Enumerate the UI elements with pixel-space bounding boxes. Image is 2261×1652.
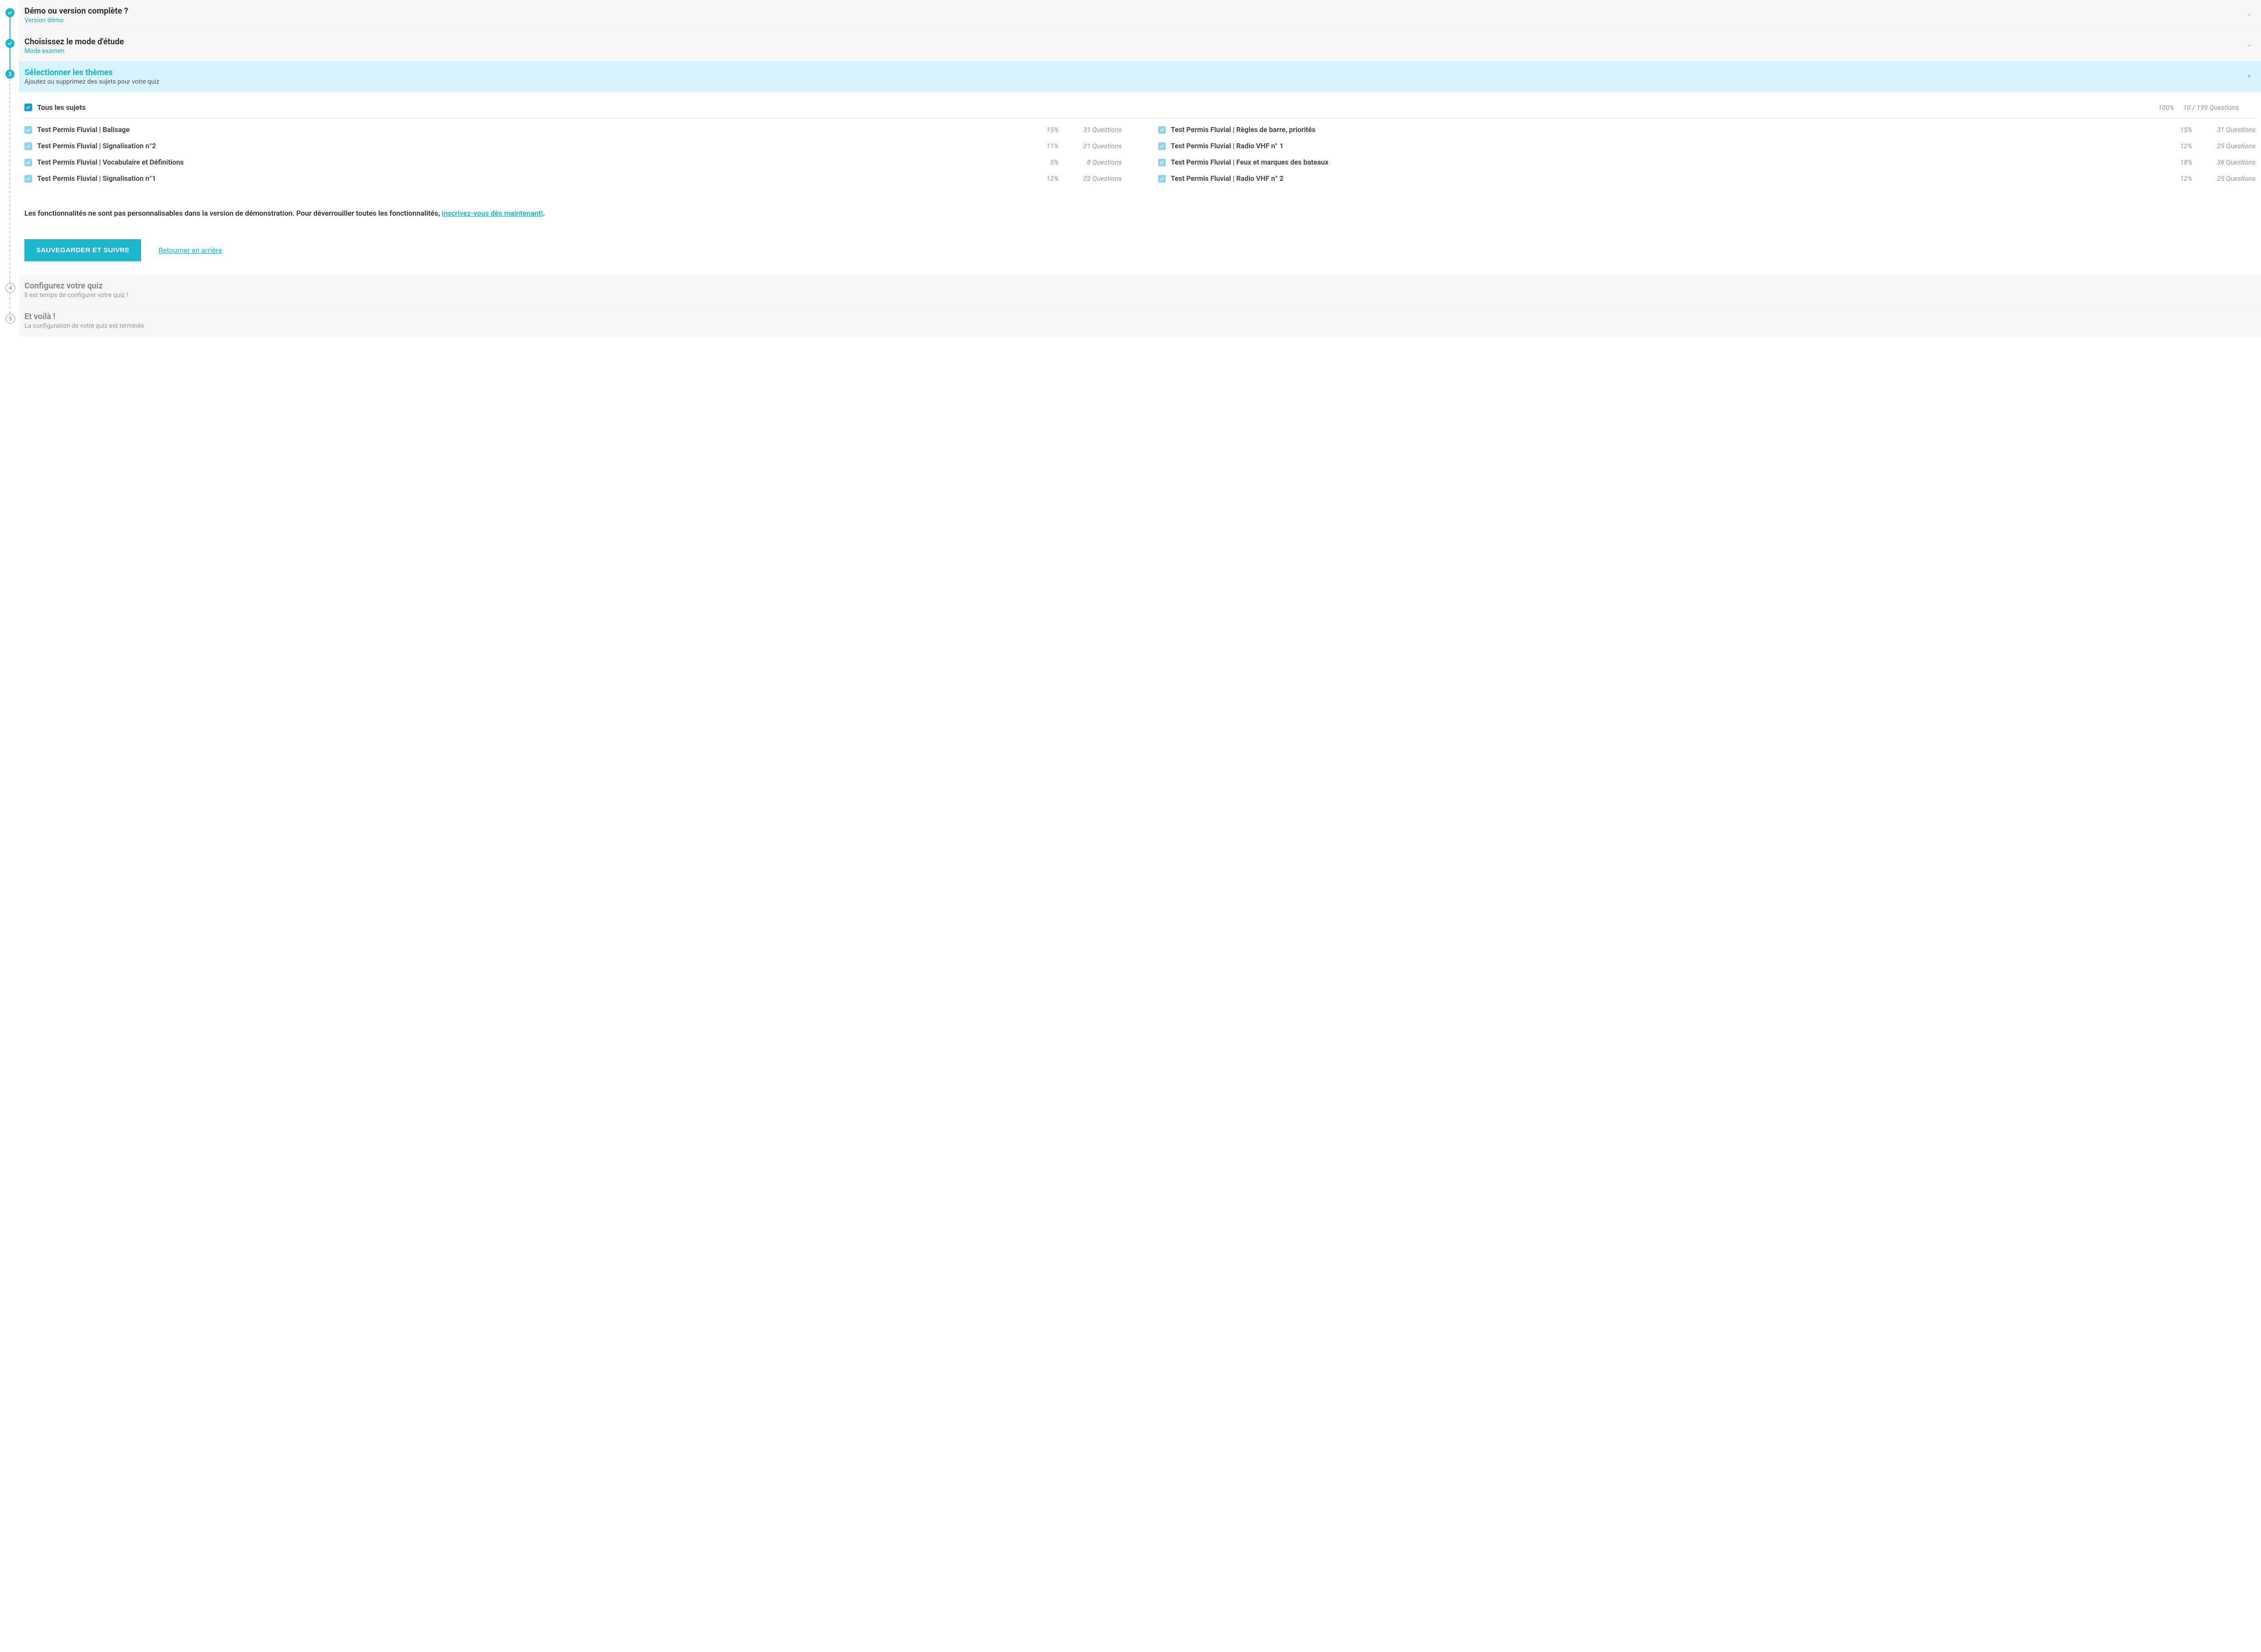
subject-count: 25 Questions	[2201, 175, 2256, 183]
step-2-header[interactable]: Choisissez le mode d'étude Mode examen	[19, 31, 2261, 61]
subject-pct: 15%	[1036, 126, 1068, 134]
step-2-subtitle: Mode examen	[24, 47, 2247, 55]
subject-pct: 11%	[1036, 142, 1068, 150]
step-4-header[interactable]: Configurez votre quiz Il est temps de co…	[19, 275, 2261, 306]
step-5: 5 Et voilà ! La configuration de votre q…	[19, 306, 2261, 336]
subject-checkbox[interactable]	[1158, 175, 1166, 183]
chevron-right-icon	[2247, 73, 2252, 80]
step-3-actions: SAUVEGARDER ET SUIVRE Retourner en arriè…	[24, 239, 2256, 261]
subject-checkbox[interactable]	[24, 159, 32, 166]
chevron-down-icon	[2247, 42, 2252, 49]
check-icon	[1159, 144, 1164, 149]
notice-suffix: .	[543, 209, 545, 217]
subject-label: Test Permis Fluvial | Vocabulaire et Déf…	[37, 158, 1036, 166]
subject-label: Test Permis Fluvial | Radio VHF n° 2	[1171, 175, 2170, 183]
save-button[interactable]: SAUVEGARDER ET SUIVRE	[24, 239, 141, 261]
step-4-title: Configurez votre quiz	[24, 281, 2247, 291]
step-1-subtitle: Version démo	[24, 17, 2247, 24]
all-subjects-row: Tous les sujets 100% 10 / 199 Questions	[24, 103, 2256, 118]
back-link[interactable]: Retourner en arrière	[158, 246, 222, 255]
subject-label: Test Permis Fluvial | Signalisation n°2	[37, 142, 1036, 150]
check-icon	[1159, 160, 1164, 165]
check-icon	[1159, 176, 1164, 181]
subject-count: 21 Questions	[1068, 142, 1122, 150]
step-1-header[interactable]: Démo ou version complète ? Version démo	[19, 0, 2261, 31]
step-3-marker: 3	[5, 70, 14, 79]
subject-row: Test Permis Fluvial | Vocabulaire et Déf…	[24, 158, 1122, 166]
subject-checkbox[interactable]	[24, 175, 32, 183]
subject-row: Test Permis Fluvial | Balisage15%31 Ques…	[24, 126, 1122, 134]
subject-row: Test Permis Fluvial | Radio VHF n° 212%2…	[1158, 175, 2256, 183]
subject-row: Test Permis Fluvial | Radio VHF n° 112%2…	[1158, 142, 2256, 150]
check-icon	[26, 144, 31, 149]
step-5-subtitle: La configuration de votre quiz est termi…	[24, 322, 2247, 330]
step-4: 4 Configurez votre quiz Il est temps de …	[19, 275, 2261, 306]
subject-pct: 5%	[1036, 158, 1068, 166]
subject-count: 8 Questions	[1068, 158, 1122, 166]
notice-prefix: Les fonctionnalités ne sont pas personna…	[24, 209, 442, 217]
step-1: Démo ou version complète ? Version démo	[19, 0, 2261, 31]
step-1-title: Démo ou version complète ?	[24, 6, 2247, 16]
subject-row: Test Permis Fluvial | Signalisation n°11…	[24, 175, 1122, 183]
step-2-marker	[5, 39, 14, 48]
check-icon	[1159, 127, 1164, 132]
subject-label: Test Permis Fluvial | Radio VHF n° 1	[1171, 142, 2170, 150]
subject-checkbox[interactable]	[1158, 142, 1166, 150]
step-4-number: 4	[9, 285, 12, 291]
step-3: 3 Sélectionner les thèmes Ajoutez ou sup…	[19, 61, 2261, 275]
subject-grid: Test Permis Fluvial | Balisage15%31 Ques…	[24, 126, 2256, 191]
step-3-subtitle: Ajoutez ou supprimez des sujets pour vot…	[24, 78, 2247, 85]
subject-row: Test Permis Fluvial | Feux et marques de…	[1158, 158, 2256, 166]
subject-label: Test Permis Fluvial | Règles de barre, p…	[1171, 126, 2170, 134]
step-2: Choisissez le mode d'étude Mode examen	[19, 31, 2261, 61]
step-4-marker: 4	[5, 283, 15, 293]
check-icon	[26, 176, 31, 181]
subject-pct: 12%	[2170, 142, 2201, 150]
step-3-title: Sélectionner les thèmes	[24, 68, 2247, 77]
chevron-down-icon	[2247, 12, 2252, 19]
subject-pct: 15%	[2170, 126, 2201, 134]
subject-pct: 12%	[1036, 175, 1068, 183]
subject-row: Test Permis Fluvial | Règles de barre, p…	[1158, 126, 2256, 134]
step-1-marker	[5, 8, 14, 17]
subject-label: Test Permis Fluvial | Signalisation n°1	[37, 175, 1036, 183]
step-2-title: Choisissez le mode d'étude	[24, 37, 2247, 47]
all-subjects-pct: 100%	[2143, 104, 2183, 112]
step-5-header[interactable]: Et voilà ! La configuration de votre qui…	[19, 306, 2261, 336]
subject-label: Test Permis Fluvial | Balisage	[37, 126, 1036, 134]
all-subjects-count: 10 / 199 Questions	[2183, 104, 2256, 112]
check-icon	[26, 127, 31, 132]
subject-checkbox[interactable]	[24, 142, 32, 150]
step-5-title: Et voilà !	[24, 312, 2247, 321]
subject-label: Test Permis Fluvial | Feux et marques de…	[1171, 158, 2170, 166]
subject-pct: 12%	[2170, 175, 2201, 183]
check-icon	[26, 105, 31, 110]
step-3-header[interactable]: Sélectionner les thèmes Ajoutez ou suppr…	[19, 61, 2261, 92]
all-subjects-label: Tous les sujets	[37, 103, 2143, 112]
step-3-body: Tous les sujets 100% 10 / 199 Questions …	[19, 92, 2261, 275]
subject-checkbox[interactable]	[24, 126, 32, 134]
subject-count: 25 Questions	[2201, 142, 2256, 150]
wizard-container: Démo ou version complète ? Version démo …	[0, 0, 2261, 336]
subject-count: 31 Questions	[1068, 126, 1122, 134]
signup-link[interactable]: inscrivez-vous dès maintenant!	[442, 209, 543, 217]
subject-count: 22 Questions	[1068, 175, 1122, 183]
step-4-subtitle: Il est temps de configurer votre quiz !	[24, 292, 2247, 299]
subject-count: 31 Questions	[2201, 126, 2256, 134]
step-5-number: 5	[9, 316, 12, 322]
subject-pct: 18%	[2170, 158, 2201, 166]
check-icon	[7, 10, 13, 15]
subject-row: Test Permis Fluvial | Signalisation n°21…	[24, 142, 1122, 150]
all-subjects-checkbox[interactable]	[24, 104, 32, 111]
subject-checkbox[interactable]	[1158, 159, 1166, 166]
step-3-number: 3	[9, 71, 12, 77]
demo-notice: Les fonctionnalités ne sont pas personna…	[24, 209, 2256, 217]
check-icon	[7, 41, 13, 46]
subject-count: 36 Questions	[2201, 158, 2256, 166]
check-icon	[26, 160, 31, 165]
step-5-marker: 5	[5, 314, 15, 324]
subject-checkbox[interactable]	[1158, 126, 1166, 134]
